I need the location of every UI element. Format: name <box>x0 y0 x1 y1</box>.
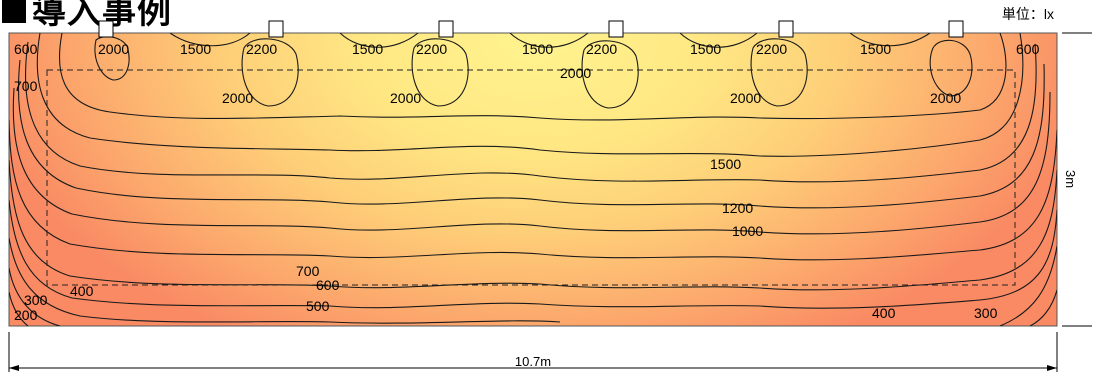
width-dimension: 10.7m <box>8 332 1058 372</box>
light-fixture <box>948 20 964 38</box>
contour-label: 2000 <box>930 90 961 106</box>
contour-lines <box>9 33 1057 326</box>
height-dimension: 3m <box>1062 32 1092 327</box>
room-area <box>8 32 1058 327</box>
working-plane-outline <box>46 69 1016 286</box>
contour-label: 700 <box>296 263 320 279</box>
contour-label: 1500 <box>860 41 891 57</box>
unit-label: 単位：lx <box>1001 6 1054 22</box>
contour-label: 1000 <box>732 223 763 239</box>
contour-label: 1500 <box>690 41 721 57</box>
blob-4 <box>581 40 639 109</box>
contour-label: 2000 <box>730 90 761 106</box>
blob-3 <box>411 38 469 107</box>
light-fixture <box>268 20 284 38</box>
contour-label: 1500 <box>352 41 383 57</box>
contour-label: 1500 <box>522 41 553 57</box>
contour-label: 400 <box>872 305 896 321</box>
contour-label: 1500 <box>710 156 741 172</box>
contour-label: 2000 <box>390 90 421 106</box>
contour-label: 2000 <box>222 90 253 106</box>
contour-label: 300 <box>974 305 998 321</box>
title-square-icon <box>2 0 26 23</box>
contour-label: 200 <box>14 307 38 323</box>
blob-5 <box>750 38 808 107</box>
contour-label: 700 <box>14 78 38 94</box>
contour-label: 2200 <box>756 41 787 57</box>
blob-2 <box>241 38 299 107</box>
contour-label: 2000 <box>560 65 591 81</box>
contour-label: 1500 <box>180 41 211 57</box>
contour-label: 2200 <box>246 41 277 57</box>
blob-6 <box>929 39 973 97</box>
light-fixture <box>778 20 794 38</box>
contour-label: 600 <box>316 277 340 293</box>
contour-label: 2000 <box>98 41 129 57</box>
contour-label: 2200 <box>416 41 447 57</box>
light-fixture <box>438 20 454 38</box>
light-fixture <box>608 20 624 38</box>
light-fixture <box>98 20 114 38</box>
contour-label: 2200 <box>586 41 617 57</box>
width-label: 10.7m <box>515 354 551 369</box>
contour-label: 500 <box>306 298 330 314</box>
contour-label: 400 <box>70 283 94 299</box>
contour-label: 300 <box>24 292 48 308</box>
contour-label: 1200 <box>722 200 753 216</box>
contour-label: 600 <box>1016 41 1040 57</box>
contour-labels: 600 700 2000 1500 2200 1500 2200 1500 22… <box>14 41 1040 323</box>
contour-label: 600 <box>14 41 38 57</box>
height-label: 3m <box>1063 170 1078 188</box>
